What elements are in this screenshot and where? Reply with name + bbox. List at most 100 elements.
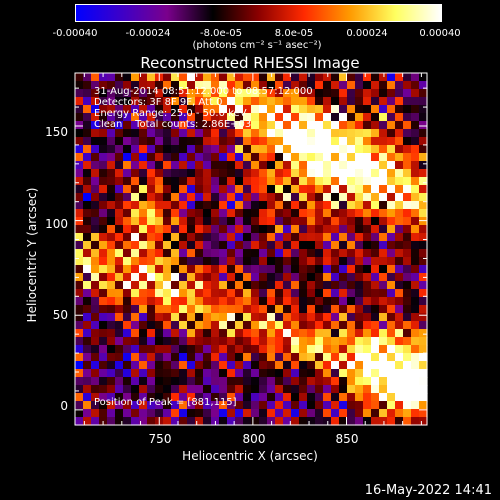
heatmap-cell (331, 185, 340, 194)
heatmap-cell (195, 281, 204, 290)
heatmap-cell (203, 201, 212, 210)
heatmap-cell (211, 177, 220, 186)
heatmap-cell (99, 177, 108, 186)
heatmap-cell (131, 145, 140, 154)
heatmap-cell (419, 329, 428, 338)
heatmap-cell (155, 249, 164, 258)
heatmap-cell (139, 289, 148, 298)
heatmap-cell (235, 113, 244, 122)
heatmap-cell (275, 169, 284, 178)
heatmap-cell (363, 105, 372, 114)
heatmap-cell (363, 161, 372, 170)
heatmap-cell (307, 265, 316, 274)
heatmap-cell (315, 241, 324, 250)
heatmap-cell (323, 113, 332, 122)
heatmap-cell (267, 297, 276, 306)
heatmap-cell (379, 161, 388, 170)
heatmap-cell (115, 409, 124, 418)
heatmap-cell (315, 121, 324, 130)
heatmap-cell (171, 361, 180, 370)
heatmap-cell (227, 297, 236, 306)
heatmap-cell (227, 153, 236, 162)
heatmap-cell (179, 105, 188, 114)
heatmap-cell (339, 105, 348, 114)
heatmap-cell (347, 97, 356, 106)
heatmap-cell (187, 265, 196, 274)
heatmap-cell (283, 401, 292, 410)
heatmap-cell (291, 209, 300, 218)
heatmap-cell (139, 169, 148, 178)
heatmap-cell (347, 305, 356, 314)
heatmap-cell (83, 89, 92, 98)
heatmap-cell (147, 361, 156, 370)
heatmap-cell (163, 345, 172, 354)
heatmap-cell (251, 129, 260, 138)
heatmap-cell (99, 113, 108, 122)
heatmap-cell (115, 129, 124, 138)
heatmap-cell (419, 353, 428, 362)
heatmap-cell (195, 81, 204, 90)
heatmap-cell (227, 265, 236, 274)
heatmap-cell (139, 417, 148, 426)
heatmap-cell (243, 233, 252, 242)
heatmap-cell (331, 345, 340, 354)
heatmap-cell (347, 281, 356, 290)
heatmap-cell (299, 329, 308, 338)
heatmap-cell (299, 249, 308, 258)
heatmap-cell (147, 225, 156, 234)
heatmap-cell (331, 89, 340, 98)
heatmap-cell (403, 121, 412, 130)
heatmap-cell (219, 353, 228, 362)
heatmap-cell (347, 321, 356, 330)
heatmap-cell (123, 369, 132, 378)
heatmap-cell (363, 81, 372, 90)
heatmap-cell (251, 321, 260, 330)
heatmap-cell (363, 345, 372, 354)
heatmap-cell (251, 393, 260, 402)
heatmap-cell (219, 321, 228, 330)
heatmap-cell (379, 233, 388, 242)
heatmap-cell (131, 297, 140, 306)
heatmap-cell (315, 417, 324, 426)
heatmap-cell (107, 393, 116, 402)
heatmap-cell (403, 321, 412, 330)
heatmap-cell (347, 225, 356, 234)
heatmap-cell (379, 129, 388, 138)
heatmap-cell (115, 417, 124, 426)
heatmap-cell (179, 129, 188, 138)
heatmap-cell (411, 297, 420, 306)
heatmap-cell (339, 321, 348, 330)
info-total-counts: Clean Total counts: 2.86E+03 (94, 119, 252, 130)
heatmap-cell (355, 417, 364, 426)
heatmap-cell (155, 209, 164, 218)
heatmap-cell (83, 201, 92, 210)
heatmap-cell (243, 97, 252, 106)
heatmap-cell (315, 201, 324, 210)
heatmap-cell (171, 241, 180, 250)
heatmap-cell (227, 233, 236, 242)
heatmap-cell (163, 161, 172, 170)
heatmap-cell (291, 337, 300, 346)
heatmap-cell (339, 353, 348, 362)
heatmap-cell (75, 393, 84, 402)
heatmap-cell (195, 329, 204, 338)
heatmap-cell (283, 145, 292, 154)
heatmap-cell (187, 73, 196, 82)
heatmap-cell (315, 265, 324, 274)
heatmap-cell (91, 169, 100, 178)
heatmap-cell (355, 81, 364, 90)
heatmap-cell (179, 417, 188, 426)
heatmap-cell (307, 305, 316, 314)
heatmap-cell (243, 401, 252, 410)
heatmap-cell (275, 121, 284, 130)
heatmap-cell (411, 145, 420, 154)
heatmap-cell (115, 225, 124, 234)
heatmap-cell (203, 329, 212, 338)
heatmap-cell (331, 313, 340, 322)
heatmap-cell (331, 217, 340, 226)
heatmap-cell (107, 177, 116, 186)
heatmap-cell (371, 289, 380, 298)
heatmap-cell (363, 281, 372, 290)
heatmap-cell (275, 209, 284, 218)
heatmap-cell (115, 257, 124, 266)
